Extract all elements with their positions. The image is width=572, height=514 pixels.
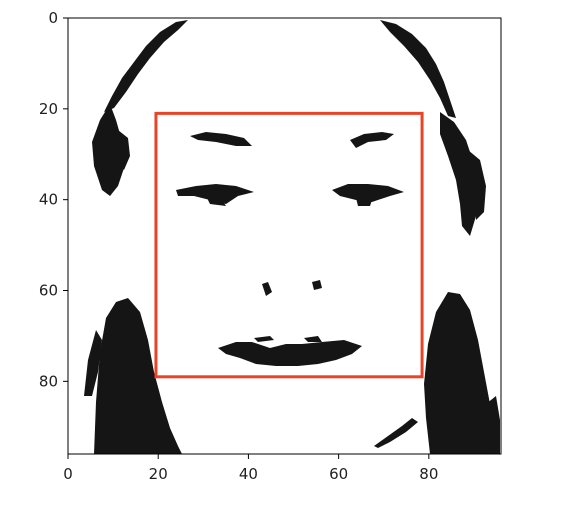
nose — [262, 280, 322, 296]
eyebrows — [190, 132, 394, 148]
eyes — [176, 184, 404, 206]
face-image — [84, 20, 500, 454]
x-tick-label: 0 — [63, 465, 73, 483]
face-bounding-box — [154, 111, 424, 379]
y-tick-label: 60 — [39, 282, 58, 300]
x-tick-label: 80 — [419, 465, 438, 483]
hair-left — [92, 20, 188, 196]
mouth — [218, 336, 362, 366]
y-tick-label: 0 — [48, 9, 58, 27]
y-tick-label: 80 — [39, 372, 58, 390]
lower-right-hair — [374, 292, 500, 454]
x-tick-label: 20 — [149, 465, 168, 483]
hair-right — [380, 20, 486, 236]
y-tick-label: 40 — [39, 191, 58, 209]
y-tick-label: 20 — [39, 100, 58, 118]
x-tick-label: 60 — [329, 465, 348, 483]
x-axis: 0 20 40 60 80 — [63, 454, 438, 483]
lower-left-hair — [84, 298, 182, 454]
y-axis: 0 20 40 60 80 — [39, 9, 68, 390]
axes-frame — [67, 17, 502, 455]
x-tick-label: 40 — [239, 465, 258, 483]
